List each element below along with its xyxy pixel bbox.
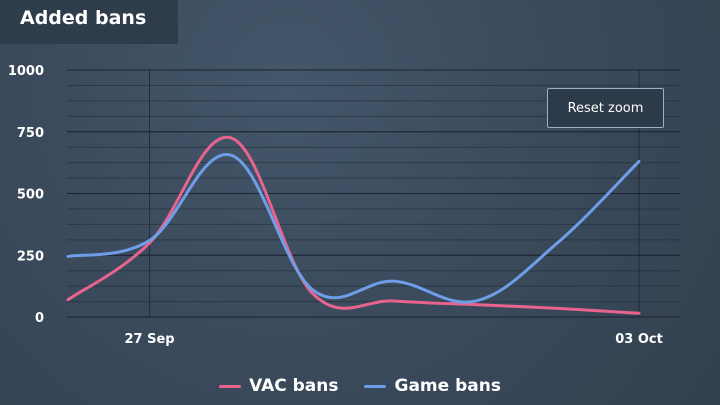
legend-label-game: Game bans xyxy=(394,376,501,396)
chart-title: Added bans xyxy=(20,7,147,29)
reset-zoom-button[interactable]: Reset zoom xyxy=(547,88,664,128)
legend: VAC bans Game bans xyxy=(0,372,720,400)
series-line-vac-bans xyxy=(66,135,641,315)
y-tick-label: 1000 xyxy=(8,64,44,79)
legend-swatch-game xyxy=(364,384,387,388)
y-tick-label: 500 xyxy=(17,188,44,203)
legend-label-vac: VAC bans xyxy=(249,376,339,396)
legend-item-game[interactable]: Game bans xyxy=(364,376,501,396)
legend-item-vac[interactable]: VAC bans xyxy=(219,376,338,396)
y-tick-label: 250 xyxy=(17,249,44,264)
y-tick-label: 0 xyxy=(35,311,44,326)
y-tick-label: 750 xyxy=(17,126,44,141)
x-tick-label: 27 Sep xyxy=(125,332,175,347)
legend-swatch-vac xyxy=(219,384,242,388)
series-line-game-bans xyxy=(66,153,641,304)
x-tick-label: 03 Oct xyxy=(615,332,663,347)
title-box: Added bans xyxy=(0,0,178,44)
